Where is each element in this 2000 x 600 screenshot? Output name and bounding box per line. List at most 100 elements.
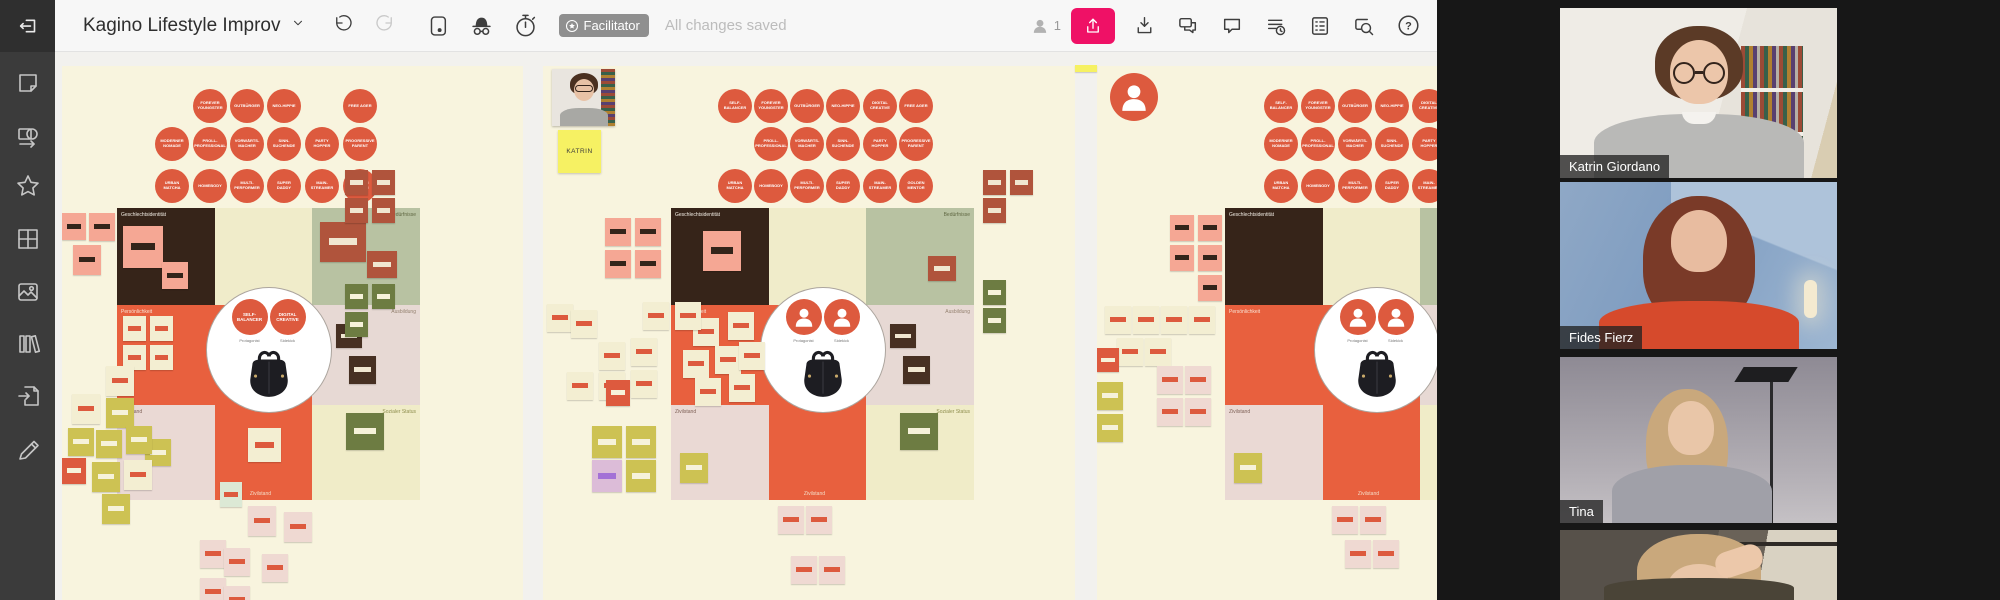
draw-tool[interactable] [14,435,42,463]
persona-circle[interactable]: URBAN MATCHA [718,169,752,203]
title-menu-chevron[interactable] [291,16,305,35]
icons-tool[interactable] [14,172,42,200]
timer-button[interactable] [509,9,543,43]
sticky-note[interactable] [791,556,817,584]
persona-circle[interactable]: SELF-BALANCER [1264,89,1298,123]
sticky-note[interactable] [739,342,765,370]
persona-circle[interactable]: SINN-SUCHENDE [267,127,301,161]
sticky-note[interactable] [345,198,368,223]
sticky-note[interactable] [631,370,657,398]
persona-circle[interactable]: HOMEBODY [754,169,788,203]
sticky-note[interactable] [1170,215,1194,241]
persona-circle[interactable]: PARTY HOPPER [863,127,897,161]
sticky-note[interactable] [106,398,134,428]
persona-circle[interactable]: SINN-SUCHENDE [1375,127,1409,161]
persona-circle[interactable]: SUPER DADDY [826,169,860,203]
sticky-note[interactable] [1360,506,1386,534]
exit-mural-button[interactable] [0,0,55,52]
sticky-note[interactable] [200,578,226,600]
sticky-note[interactable] [200,540,226,568]
sticky-note[interactable] [1010,170,1033,195]
sticky-note[interactable] [262,554,288,582]
video-tile-2[interactable]: Fides Fierz [1560,182,1837,349]
persona-circle[interactable]: URBAN MATCHA [155,169,189,203]
sticky-note[interactable] [675,302,701,330]
video-tile-1[interactable]: Katrin Giordano [1560,8,1837,178]
persona-circle[interactable]: SELF-BALANCER [718,89,752,123]
sticky-note[interactable] [592,460,622,492]
sidekick-circle[interactable] [823,299,860,335]
sticky-note[interactable] [1332,506,1358,534]
mural-title[interactable]: Kagino Lifestyle Improv [83,14,281,36]
export-button[interactable] [1127,9,1161,43]
sticky-note[interactable] [605,250,631,278]
sticky-note[interactable] [123,345,146,370]
handbag-wrapper[interactable] [1350,348,1404,400]
sticky-note[interactable] [626,460,656,492]
sticky-note[interactable] [123,226,163,268]
persona-circle[interactable]: URBAN MATCHA [1264,169,1298,203]
sticky-note[interactable] [62,458,86,484]
undo-button[interactable] [325,9,359,43]
redo-button[interactable] [369,9,403,43]
sticky-note[interactable] [150,316,173,341]
sticky-note[interactable] [890,324,916,348]
sticky-note[interactable] [162,262,188,289]
handbag-image[interactable] [242,348,296,400]
images-tool[interactable] [14,278,42,306]
persona-circle[interactable]: FREE AGER [899,89,933,123]
persona-circle[interactable]: GOLDEN MENTOR [899,169,933,203]
facilitator-photo[interactable] [552,69,615,126]
persona-circle[interactable]: FOREVER YOUNGSTER [1301,89,1335,123]
persona-circle[interactable]: DIGITAL CREATIVE [863,89,897,123]
sticky-note[interactable] [1145,338,1171,366]
sticky-note[interactable] [567,372,593,400]
sidekick-circle[interactable] [1377,299,1414,335]
sticky-note[interactable] [1198,245,1222,271]
persona-circle[interactable]: PROLL-PROFESSIONAL [754,127,788,161]
sticky-note[interactable] [248,428,281,462]
persona-circle[interactable]: MAIN-STREAMER [305,169,339,203]
sticky-note[interactable] [62,213,86,240]
sticky-note[interactable] [1157,366,1183,394]
outline-button[interactable] [1303,9,1337,43]
sticky-note[interactable] [372,198,395,223]
mural-canvas[interactable]: FOREVER YOUNGSTER GUTBÜRGER NEO-HIPPIE FREE… [55,52,1437,600]
sticky-note[interactable] [778,506,804,534]
handbag-image[interactable] [796,348,850,400]
sticky-note[interactable] [345,284,368,309]
sticky-note[interactable] [683,350,709,378]
persona-circle[interactable]: VORWÄRTS-MACHER [1338,127,1372,161]
sticky-note-tool[interactable] [14,70,42,98]
sticky-note[interactable] [1198,275,1222,301]
sticky-note[interactable] [643,302,669,330]
sticky-note[interactable] [1373,540,1399,568]
sticky-note[interactable] [626,426,656,458]
sticky-note[interactable] [983,280,1006,305]
persona-circle[interactable]: PROGRESSIVE PARENT [899,127,933,161]
participants-button[interactable]: 1 [1029,15,1061,37]
sticky-note[interactable] [123,316,146,341]
sticky-note[interactable] [1117,338,1143,366]
sticky-note[interactable] [72,394,100,424]
persona-circle[interactable]: PROGRESSIVE PARENT [343,127,377,161]
sticky-note[interactable] [1097,414,1123,442]
video-tile-3[interactable]: Tina [1560,357,1837,523]
activity-button[interactable] [1259,9,1293,43]
sticky-note[interactable] [1097,382,1123,410]
sticky-note[interactable] [320,222,366,262]
sticky-note[interactable] [983,308,1006,333]
sticky-note[interactable] [150,345,173,370]
sticky-note[interactable] [635,250,661,278]
sticky-note[interactable] [345,312,368,337]
find-button[interactable] [1347,9,1381,43]
frameworks-tool[interactable] [14,330,42,358]
sticky-note[interactable] [1157,398,1183,426]
sticky-note[interactable] [1345,540,1371,568]
sticky-note[interactable] [729,374,755,402]
sticky-note[interactable] [106,366,134,396]
persona-circle[interactable]: PARTY HOPPER [1412,127,1437,161]
sticky-note[interactable] [928,256,956,281]
sticky-note[interactable] [606,380,630,406]
persona-circle[interactable]: MULTI-PERFORMER [230,169,264,203]
